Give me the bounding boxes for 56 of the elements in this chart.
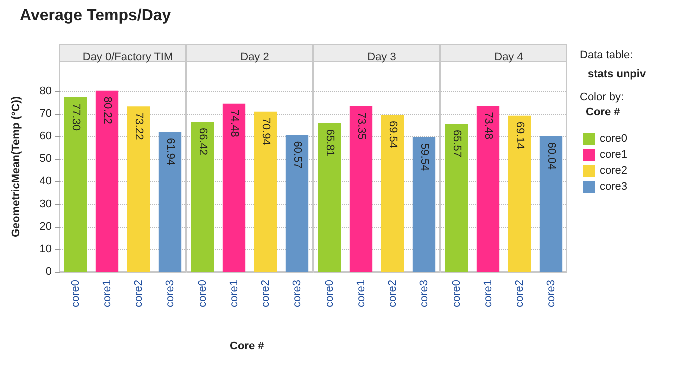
y-tick-label: 10 [40, 243, 52, 256]
y-tick-label: 80 [40, 85, 52, 98]
text: Data table: [580, 50, 634, 62]
x-tick-label: core2 [260, 280, 272, 308]
x-tick-label: core1 [101, 280, 114, 308]
y-axis-title: GeometricMean(Temp (°C)) [10, 96, 22, 238]
x-tick-label: core0 [196, 280, 209, 308]
legend-label: core0 [600, 133, 628, 145]
x-tick-label: core1 [482, 280, 494, 308]
x-tick-label: core0 [324, 280, 336, 308]
data-label: 60.57 [291, 141, 304, 169]
data-label: 69.14 [514, 122, 526, 150]
y-tick-label: 60 [40, 130, 52, 143]
y-tick-label: 20 [40, 220, 52, 233]
y-tick-label: 50 [40, 153, 52, 166]
text: Color by: [580, 92, 624, 104]
x-tick-label: core3 [418, 280, 430, 308]
x-tick-label: core1 [228, 280, 240, 308]
legend-title: Core # [586, 106, 620, 118]
x-tick-label: core0 [450, 280, 463, 308]
legend-label: core1 [600, 149, 628, 161]
x-tick-label: core0 [70, 280, 82, 308]
x-tick-label: core1 [355, 280, 368, 308]
data-label: 65.81 [324, 129, 336, 157]
data-label: 73.35 [355, 112, 368, 140]
data-label: 70.94 [260, 118, 272, 146]
y-tick-label: 30 [40, 198, 52, 210]
y-tick-label: 70 [40, 108, 52, 120]
y-tick-label: 40 [40, 176, 52, 188]
legend-label: core3 [600, 181, 628, 193]
x-tick-label: core3 [164, 280, 176, 308]
data-label: 66.42 [196, 128, 209, 156]
data-label: 77.30 [70, 103, 82, 131]
data-label: 80.22 [101, 96, 114, 124]
data-label: 59.54 [418, 144, 430, 172]
legend-label: core2 [600, 165, 628, 177]
chart-title: Day 4 [494, 52, 524, 64]
data-label: 69.54 [386, 120, 399, 149]
data-label: 65.57 [450, 130, 463, 158]
data-label: 74.48 [228, 110, 240, 138]
x-axis-title: Core # [230, 340, 264, 352]
text: Average Temps/Day [20, 8, 172, 24]
x-tick-label: core2 [132, 280, 145, 308]
x-tick-label: core2 [514, 280, 526, 308]
y-tick-label: 0 [46, 266, 52, 278]
data-label: 73.48 [482, 112, 494, 140]
x-tick-label: core2 [386, 280, 399, 308]
text: stats unpiv [588, 68, 647, 80]
data-label: 60.04 [545, 142, 558, 170]
chart-title: Day 0/Factory TIM [82, 52, 174, 64]
x-tick-label: core3 [291, 280, 304, 308]
chart-title: Day 3 [368, 52, 396, 64]
data-label: 61.94 [164, 138, 176, 166]
x-tick-label: core3 [545, 280, 558, 308]
chart-title: Day 2 [240, 52, 270, 64]
data-label: 73.22 [132, 112, 145, 140]
